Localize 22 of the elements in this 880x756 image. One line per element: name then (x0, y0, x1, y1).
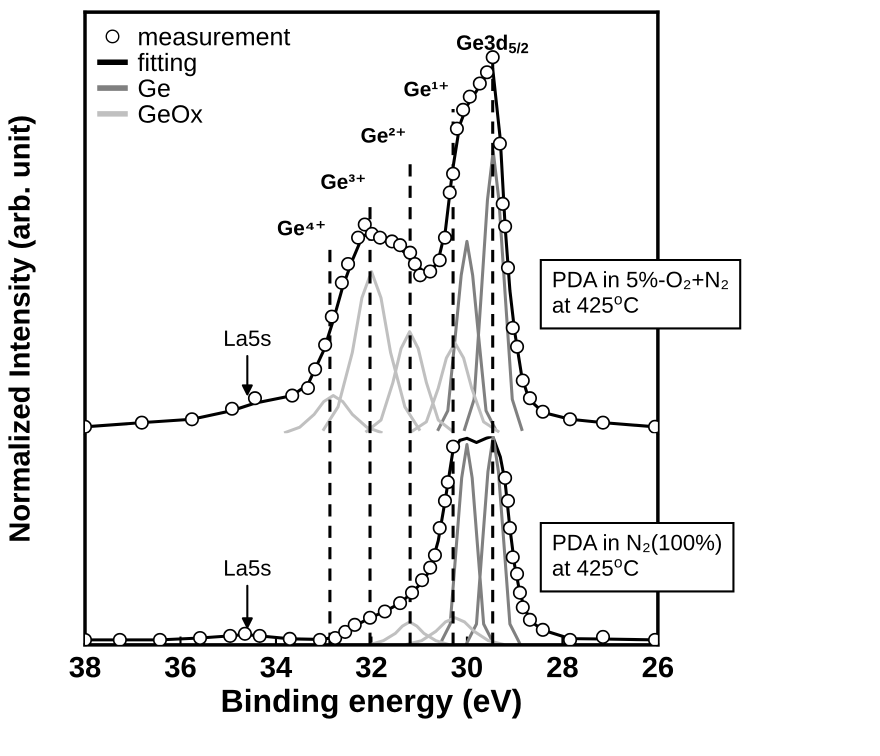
legend-label: measurement (139, 29, 290, 46)
annotation: PDA in N₂(100%) at 425$^{o}$C (552, 534, 721, 576)
legend-label: fitting (138, 52, 196, 76)
annotation: La5s (225, 330, 271, 346)
ref-line-label: Ge3d$_{5/2}$ (457, 34, 528, 54)
x-tick-label: 38 (69, 656, 100, 678)
x-tick-label: 26 (642, 656, 674, 678)
x-tick-label: 36 (164, 656, 196, 678)
annotation: La5s (225, 560, 271, 576)
x-tick-label: 34 (260, 656, 292, 678)
legend-label: Ge (138, 79, 170, 98)
ref-line-label: Ge¹⁺ (404, 82, 448, 96)
x-axis-title: Binding energy (eV) (222, 688, 521, 719)
ref-line-label: Ge²⁺ (361, 128, 405, 143)
x-tick-label: 32 (356, 656, 386, 678)
ref-line-label: Ge⁴⁺ (278, 220, 325, 236)
y-axis-title: Normalized Intensity (arb. unit) (8, 116, 36, 541)
legend-label: GeOx (138, 105, 203, 123)
annotation: PDA in 5%-O₂+N₂ at 425$^{o}$C (552, 271, 728, 313)
x-tick-label: 30 (451, 656, 482, 678)
x-tick-label: 28 (547, 656, 578, 678)
ref-line-label: Ge³⁺ (321, 174, 365, 190)
